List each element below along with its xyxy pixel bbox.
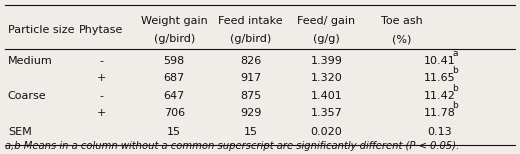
Text: Particle size: Particle size — [8, 25, 74, 35]
Text: a,b Means in a column without a common superscript are significantly different (: a,b Means in a column without a common s… — [5, 141, 460, 151]
Text: 687: 687 — [164, 73, 185, 83]
Text: Coarse: Coarse — [8, 91, 46, 101]
Text: b: b — [452, 101, 458, 110]
Text: 1.401: 1.401 — [310, 91, 343, 101]
Text: 11.78: 11.78 — [423, 108, 456, 118]
Text: (g/bird): (g/bird) — [153, 34, 195, 44]
Text: 706: 706 — [164, 108, 185, 118]
Text: -: - — [99, 56, 103, 66]
Text: 0.020: 0.020 — [310, 127, 343, 137]
Text: (%): (%) — [392, 34, 411, 44]
Text: a: a — [452, 49, 458, 58]
Text: 598: 598 — [164, 56, 185, 66]
Text: 875: 875 — [240, 91, 261, 101]
Text: 826: 826 — [240, 56, 261, 66]
Text: 929: 929 — [240, 108, 262, 118]
Text: 10.41: 10.41 — [423, 56, 456, 66]
Text: b: b — [452, 84, 458, 93]
Text: Feed/ gain: Feed/ gain — [297, 16, 356, 26]
Text: (g/g): (g/g) — [313, 34, 340, 44]
Text: 11.65: 11.65 — [424, 73, 455, 83]
Text: 15: 15 — [167, 127, 181, 137]
Text: 1.399: 1.399 — [310, 56, 343, 66]
Text: +: + — [97, 108, 106, 118]
Text: (g/bird): (g/bird) — [230, 34, 271, 44]
Text: 1.357: 1.357 — [310, 108, 343, 118]
Text: 647: 647 — [164, 91, 185, 101]
Text: -: - — [99, 91, 103, 101]
Text: Toe ash: Toe ash — [381, 16, 422, 26]
Text: Phytase: Phytase — [79, 25, 124, 35]
Text: 1.320: 1.320 — [310, 73, 343, 83]
Text: 0.13: 0.13 — [427, 127, 452, 137]
Text: 11.42: 11.42 — [423, 91, 456, 101]
Text: 917: 917 — [240, 73, 261, 83]
Text: SEM: SEM — [8, 127, 32, 137]
Text: Medium: Medium — [8, 56, 53, 66]
Text: +: + — [97, 73, 106, 83]
Text: b: b — [452, 66, 458, 75]
Text: 15: 15 — [244, 127, 257, 137]
Text: Weight gain: Weight gain — [141, 16, 207, 26]
Text: Feed intake: Feed intake — [218, 16, 283, 26]
